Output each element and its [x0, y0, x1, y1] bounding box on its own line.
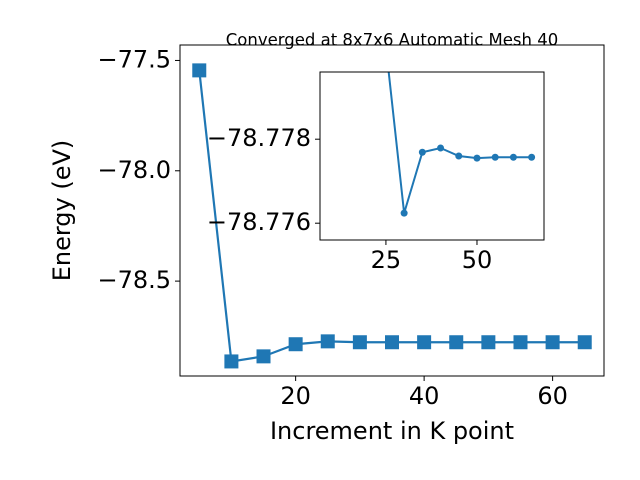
data-point	[473, 154, 481, 162]
data-point	[437, 144, 445, 152]
data-point	[417, 335, 432, 350]
x-tick-label: 50	[462, 246, 493, 274]
x-tick-label: 20	[280, 382, 311, 410]
y-tick-label: −77.5	[97, 45, 171, 73]
data-point	[509, 153, 517, 161]
data-point	[528, 153, 536, 161]
data-point	[320, 334, 335, 349]
y-tick-label: −78.778	[207, 124, 311, 152]
chart-title: Converged at 8x7x6 Automatic Mesh 40	[226, 31, 558, 50]
data-point	[288, 337, 303, 352]
data-point	[449, 335, 464, 350]
x-tick-label: 25	[371, 246, 402, 274]
axes-frame	[319, 71, 545, 241]
data-point	[513, 335, 528, 350]
data-point	[192, 63, 207, 78]
y-tick-label: −78.0	[97, 156, 171, 184]
data-point	[418, 148, 426, 156]
data-point	[385, 335, 399, 350]
x-axis-label: Increment in K point	[270, 417, 514, 445]
data-point	[256, 349, 271, 364]
data-point	[577, 335, 592, 350]
x-tick-label: 40	[409, 382, 440, 410]
data-point	[545, 335, 560, 350]
data-point	[455, 152, 463, 160]
axes-frame	[179, 44, 605, 377]
data-point	[400, 209, 408, 217]
y-tick-label: −78.776	[207, 208, 311, 236]
data-point	[491, 153, 499, 161]
data-point	[352, 335, 367, 350]
y-axis-label: Energy (eV)	[48, 140, 76, 282]
y-tick-label: −78.5	[97, 266, 171, 294]
data-point	[481, 335, 496, 350]
plot-area	[320, 72, 544, 240]
x-tick-label: 60	[537, 382, 568, 410]
plot-clip	[192, 63, 592, 369]
data-point	[224, 354, 239, 369]
plot-clip	[387, 72, 536, 217]
